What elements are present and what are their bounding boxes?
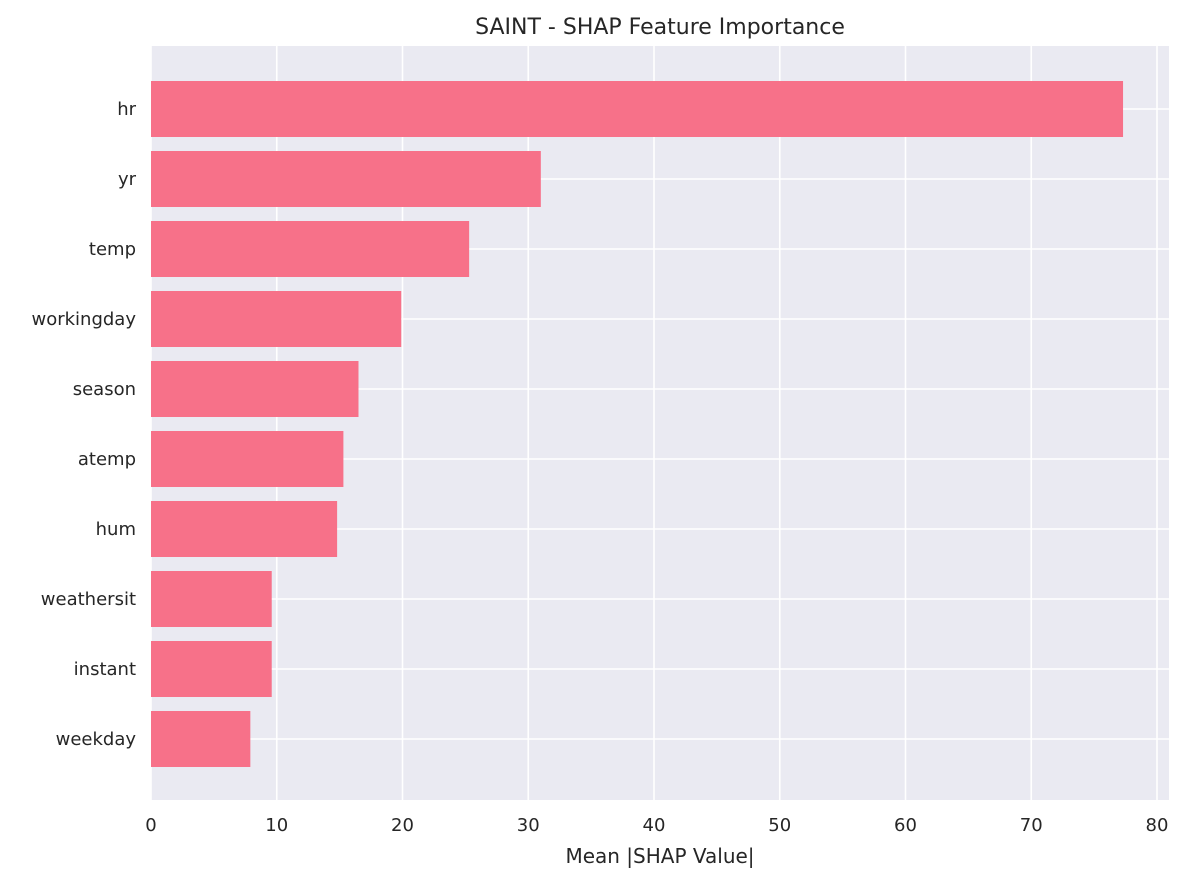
y-tick-label: weekday: [56, 729, 137, 750]
bar-season: [151, 361, 359, 417]
x-tick-label: 20: [391, 815, 414, 836]
x-tick-label: 40: [643, 815, 666, 836]
x-tick-label: 30: [517, 815, 540, 836]
y-tick-label: season: [73, 379, 136, 400]
bar-weathersit: [151, 571, 272, 627]
x-tick-label: 80: [1146, 815, 1169, 836]
bar-instant: [151, 641, 272, 697]
y-axis-labels: hr yr temp workingday season atemp hum weathers…: [31, 99, 136, 750]
bar-atemp: [151, 431, 344, 487]
x-tick-label: 70: [1020, 815, 1043, 836]
y-tick-label: hr: [117, 99, 136, 120]
y-tick-label: instant: [74, 659, 136, 680]
bar-hr: [151, 81, 1124, 137]
y-tick-label: weathersit: [41, 589, 136, 610]
x-tick-label: 50: [768, 815, 791, 836]
y-tick-label: hum: [96, 519, 136, 540]
y-tick-label: yr: [118, 169, 137, 190]
bar-temp: [151, 221, 470, 277]
x-axis-label: Mean |SHAP Value|: [565, 844, 754, 868]
y-tick-label: temp: [89, 239, 136, 260]
bar-hum: [151, 501, 338, 557]
bar-weekday: [151, 711, 251, 767]
bar-yr: [151, 151, 541, 207]
bar-workingday: [151, 291, 402, 347]
y-tick-label: atemp: [78, 449, 136, 470]
bars: [151, 81, 1124, 767]
x-tick-label: 60: [894, 815, 917, 836]
x-tick-label: 10: [265, 815, 288, 836]
chart-title: SAINT - SHAP Feature Importance: [475, 15, 845, 40]
x-axis-ticks: 0 10 20 30 40 50 60 70 80: [145, 815, 1168, 836]
y-tick-label: workingday: [31, 309, 136, 330]
x-tick-label: 0: [145, 815, 156, 836]
